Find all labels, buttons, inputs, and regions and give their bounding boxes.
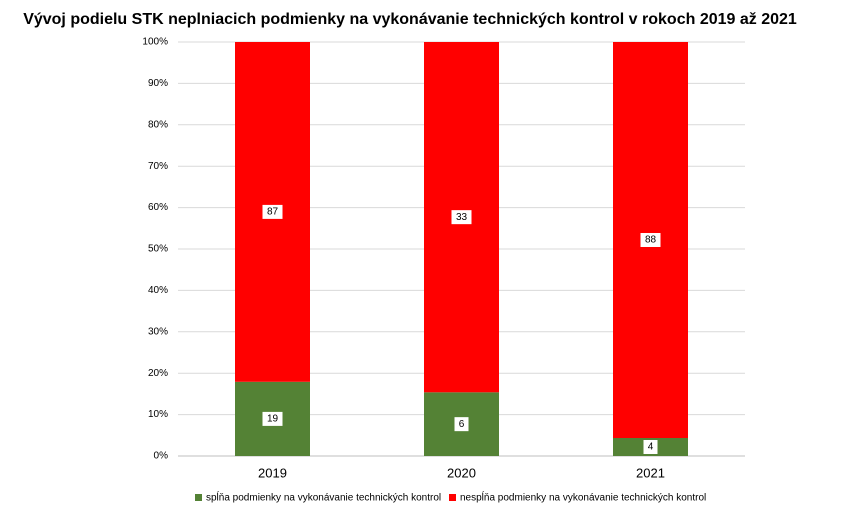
legend-swatch xyxy=(449,494,456,501)
chart-title: Vývoj podielu STK neplniacich podmienky … xyxy=(23,11,797,28)
y-tick-label: 10% xyxy=(148,409,168,420)
y-tick-label: 20% xyxy=(148,368,168,379)
data-label: 33 xyxy=(456,212,468,223)
x-tick-label: 2021 xyxy=(636,465,665,480)
y-tick-label: 50% xyxy=(148,244,168,255)
data-label: 88 xyxy=(645,235,657,246)
y-tick-label: 90% xyxy=(148,78,168,89)
x-tick-label: 2020 xyxy=(447,465,476,480)
y-tick-label: 100% xyxy=(142,37,168,48)
y-tick-label: 30% xyxy=(148,326,168,337)
legend-swatch xyxy=(195,494,202,501)
y-tick-label: 70% xyxy=(148,161,168,172)
y-tick-label: 40% xyxy=(148,285,168,296)
data-label-box xyxy=(643,440,658,454)
y-tick-label: 60% xyxy=(148,202,168,213)
legend-label: nespĺňa podmienky na vykonávanie technic… xyxy=(460,491,706,504)
data-label-box xyxy=(262,204,283,219)
x-tick-label: 2019 xyxy=(258,465,287,480)
data-label-box xyxy=(451,210,472,225)
data-label-box xyxy=(454,417,469,432)
data-label-box xyxy=(640,233,661,247)
data-label: 19 xyxy=(267,414,279,425)
data-label-box xyxy=(262,411,283,426)
legend-label: spĺňa podmienky na vykonávanie technický… xyxy=(206,491,441,504)
y-tick-label: 80% xyxy=(148,119,168,130)
data-label: 4 xyxy=(648,442,654,453)
data-label: 6 xyxy=(459,419,465,430)
data-label: 87 xyxy=(267,207,279,218)
y-tick-label: 0% xyxy=(154,451,169,462)
